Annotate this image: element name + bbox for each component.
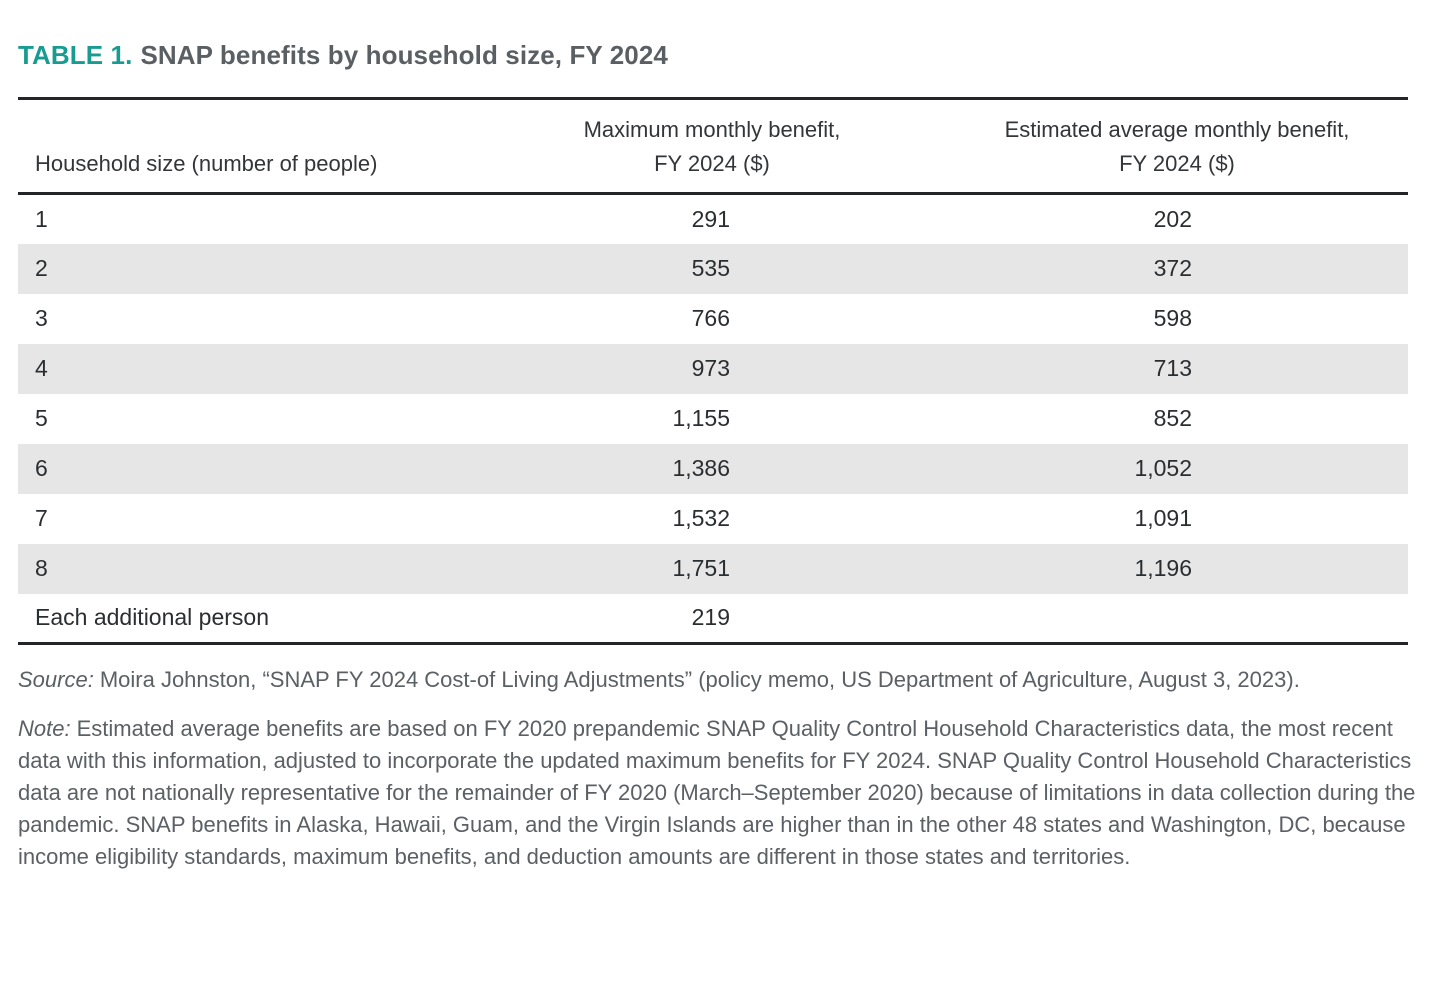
col-header-household-size: Household size (number of people) [18,98,513,195]
source-line: Source: Moira Johnston, “SNAP FY 2024 Cos… [18,664,1422,696]
household-size-cell: 4 [35,355,48,381]
table-row: 8 1,751 1,196 [18,543,1408,594]
note-paragraph: Note: Estimated average benefits are base… [18,713,1422,873]
max-benefit-cell: 1,155 [672,405,730,431]
household-size-cell: 5 [35,405,48,431]
avg-benefit-cell: 372 [1153,255,1192,281]
table-number-label: TABLE 1. [18,40,133,70]
max-benefit-cell: 973 [691,355,730,381]
col-header-avg-benefit-line2: FY 2024 ($) [1119,151,1235,176]
max-benefit-cell: 1,532 [672,505,730,531]
col-header-max-benefit: Maximum monthly benefit, FY 2024 ($) [513,98,911,195]
avg-benefit-cell: 1,091 [1134,505,1192,531]
note-label: Note: [18,716,71,741]
table-row: 6 1,386 1,052 [18,443,1408,494]
avg-benefit-cell [911,594,1408,644]
col-header-avg-benefit: Estimated average monthly benefit, FY 20… [911,98,1408,195]
avg-benefit-cell: 1,052 [1134,455,1192,481]
note-text: Estimated average benefits are based on … [18,716,1416,869]
table-body: 1 291 202 2 535 372 3 766 598 4 973 7 1 3 … [18,194,1408,644]
col-header-avg-benefit-line1: Estimated average monthly benefit, [1004,117,1350,142]
max-benefit-cell: 766 [691,305,730,331]
avg-benefit-cell: 202 [1153,205,1192,232]
table-header: Household size (number of people) Maximu… [18,98,1408,195]
household-size-cell: 3 [35,305,48,331]
household-size-cell: 1 [35,205,48,232]
table-row-each-additional: Each additional person 219 [18,594,1408,644]
table-title: TABLE 1. SNAP benefits by household size,… [18,40,1422,70]
max-benefit-cell: 535 [691,255,730,281]
col-header-max-benefit-line2: FY 2024 ($) [654,151,770,176]
table-row: 2 535 372 [18,243,1408,294]
household-size-cell: 8 [35,555,48,581]
source-text: Moira Johnston, “SNAP FY 2024 Cost-of Li… [99,667,1300,692]
table-row: 7 1,532 1,091 [18,494,1408,544]
snap-benefits-table: Household size (number of people) Maximu… [18,97,1408,645]
col-header-max-benefit-line1: Maximum monthly benefit, [583,117,841,142]
avg-benefit-cell: 598 [1153,305,1192,331]
avg-benefit-cell: 713 [1153,355,1192,381]
household-size-cell: Each additional person [35,604,269,631]
max-benefit-cell: 1,751 [672,555,730,581]
source-label: Source: [18,667,94,692]
table-row: 3 766 598 [18,294,1408,344]
table-title-text: SNAP benefits by household size, FY 2024 [140,40,668,70]
household-size-cell: 7 [35,505,48,531]
header-row: Household size (number of people) Maximu… [18,98,1408,195]
avg-benefit-cell: 852 [1153,405,1192,431]
table-row: 1 291 202 [18,194,1408,244]
table-row: 4 973 713 [18,343,1408,394]
max-benefit-cell: 219 [691,604,730,631]
household-size-cell: 2 [35,255,48,281]
max-benefit-cell: 291 [691,205,730,232]
avg-benefit-cell: 1,196 [1134,555,1192,581]
table-row: 5 1,155 852 [18,394,1408,444]
household-size-cell: 6 [35,455,48,481]
max-benefit-cell: 1,386 [672,455,730,481]
